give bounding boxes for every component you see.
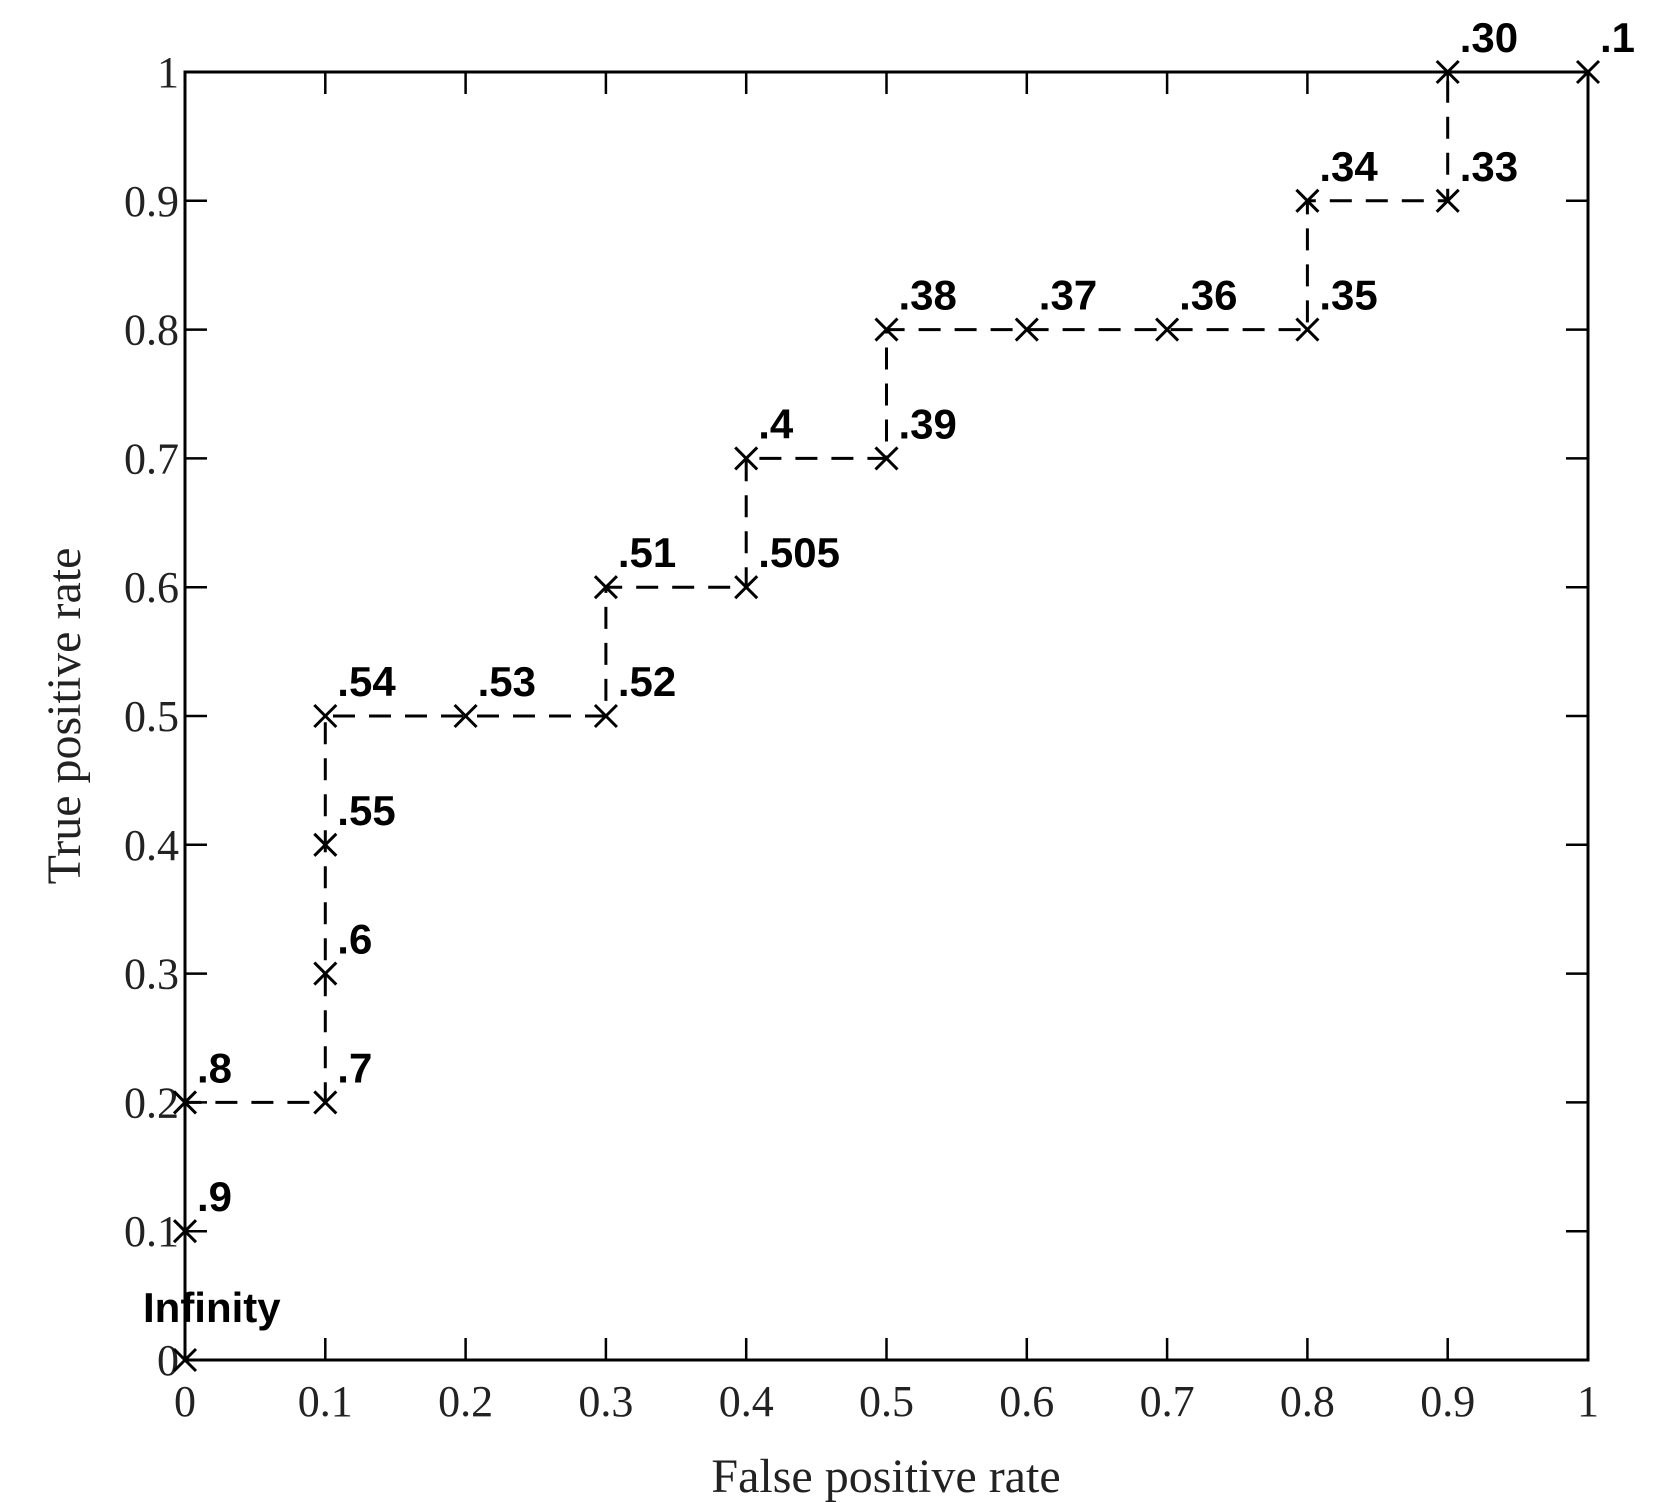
point-label: .7	[337, 1044, 372, 1091]
x-tick-label: 0.1	[298, 1377, 353, 1426]
x-tick-label: 0.3	[578, 1377, 633, 1426]
point-label: .30	[1460, 14, 1518, 61]
point-label: .1	[1600, 14, 1635, 61]
point-label: .8	[197, 1044, 232, 1091]
y-tick-label: 0.8	[124, 306, 179, 355]
point-marker	[593, 575, 618, 600]
y-tick-label: 0.4	[124, 821, 179, 870]
point-marker	[313, 1090, 338, 1115]
y-tick-label: 0.7	[124, 434, 179, 483]
point-marker	[313, 703, 338, 729]
point-label: Infinity	[143, 1284, 281, 1331]
x-tick-label: 0.7	[1140, 1377, 1195, 1426]
x-tick-labels: 0 0.1 0.2 0.3 0.4 0.5 0.6 0.7 0.8 0.9 1	[174, 1377, 1599, 1426]
point-label: .54	[337, 658, 396, 705]
point-marker	[1435, 59, 1460, 85]
y-tick-label: 0.1	[124, 1207, 179, 1256]
x-tick-label: 0.2	[438, 1377, 493, 1426]
point-marker	[172, 1090, 198, 1115]
point-label: .52	[618, 658, 676, 705]
point-marker	[734, 446, 759, 471]
point-label: .55	[337, 787, 395, 834]
point-label: .35	[1319, 272, 1377, 319]
y-tick-labels: 0 0.1 0.2 0.3 0.4 0.5 0.6 0.7 0.8 0.9 1	[124, 48, 179, 1385]
point-label: .505	[758, 529, 840, 576]
point-marker	[453, 703, 478, 729]
point-label: .37	[1039, 272, 1097, 319]
x-tick-label: 0.8	[1280, 1377, 1335, 1426]
point-marker	[1295, 188, 1320, 213]
point-marker	[313, 961, 338, 986]
point-markers	[172, 59, 1601, 1373]
point-marker	[593, 703, 618, 729]
point-label: .4	[758, 400, 794, 447]
point-marker	[1155, 317, 1180, 342]
point-marker	[172, 1219, 198, 1244]
point-label: .53	[478, 658, 536, 705]
point-label: .33	[1460, 143, 1518, 190]
y-tick-label: 0.3	[124, 950, 179, 999]
point-marker	[874, 317, 899, 342]
point-label: .6	[337, 916, 372, 963]
x-tick-label: 0	[174, 1377, 196, 1426]
y-tick-label: 0.2	[124, 1078, 179, 1127]
point-label: .9	[197, 1173, 232, 1220]
x-tick-label: 1	[1577, 1377, 1599, 1426]
y-axis-label: True positive rate	[38, 548, 91, 885]
x-tick-label: 0.4	[719, 1377, 774, 1426]
y-tick-label: 0.5	[124, 692, 179, 741]
x-tick-label: 0.6	[999, 1377, 1054, 1426]
point-label: .51	[618, 529, 676, 576]
point-marker	[1295, 317, 1320, 342]
point-labels: Infinity .9 .8 .7 .6 .55 .54 .53 .52 .51 .505 .4 .39…	[143, 14, 1635, 1331]
point-marker	[1435, 188, 1460, 213]
x-tick-label: 0.9	[1420, 1377, 1475, 1426]
y-tick-label: 0.9	[124, 177, 179, 226]
point-label: .39	[899, 400, 957, 447]
point-label: .34	[1319, 143, 1378, 190]
y-tick-label: 0.6	[124, 563, 179, 612]
plot-frame	[183, 70, 1590, 1362]
point-label: .36	[1179, 272, 1237, 319]
point-marker	[874, 446, 899, 471]
y-tick-label: 0	[157, 1336, 179, 1385]
point-marker	[1575, 59, 1601, 85]
point-marker	[313, 832, 338, 857]
x-axis-label: False positive rate	[711, 1450, 1060, 1502]
point-marker	[1014, 317, 1039, 342]
roc-curve-line	[183, 70, 1588, 1360]
point-label: .38	[899, 272, 957, 319]
point-marker	[172, 1347, 198, 1373]
ticks	[183, 70, 1590, 1362]
point-marker	[734, 575, 759, 600]
x-tick-label: 0.5	[859, 1377, 914, 1426]
y-tick-label: 1	[157, 48, 179, 97]
